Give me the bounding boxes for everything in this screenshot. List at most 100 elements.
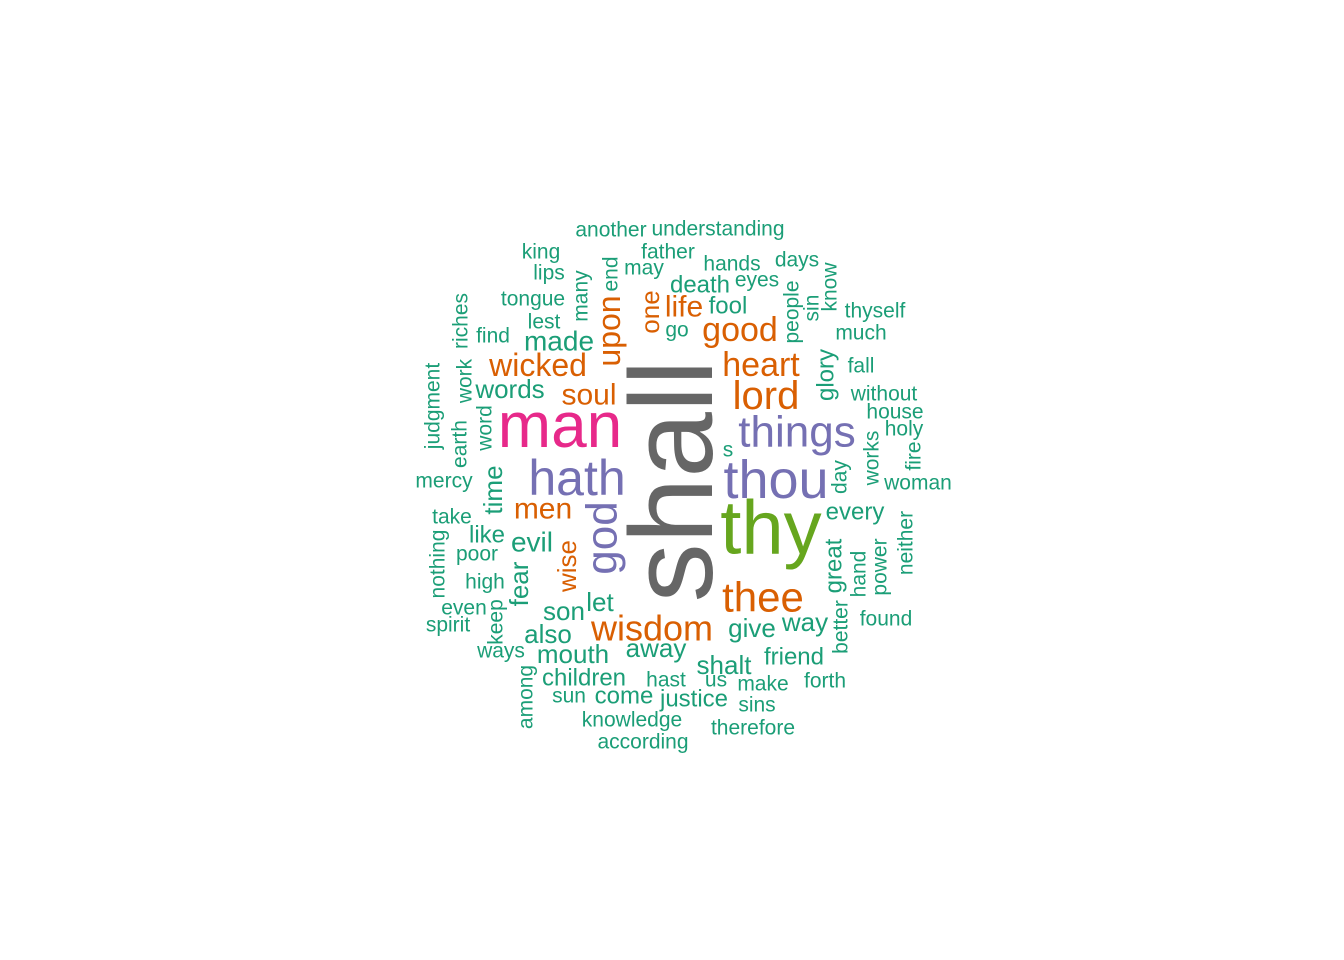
- word-wisdom: wisdom: [590, 608, 713, 649]
- word-forth: forth: [804, 670, 846, 693]
- word-hand: hand: [848, 551, 871, 598]
- word-wise: wise: [552, 540, 582, 593]
- word-word: word: [474, 405, 497, 452]
- word-work: work: [454, 358, 477, 404]
- word-take: take: [432, 506, 472, 529]
- word-riches: riches: [450, 293, 473, 349]
- word-children: children: [542, 665, 626, 692]
- word-god: god: [578, 501, 627, 574]
- word-fear: fear: [504, 561, 534, 606]
- word-come: come: [595, 683, 654, 710]
- word-way: way: [781, 607, 828, 637]
- word-much: much: [835, 322, 886, 345]
- word-thyself: thyself: [845, 300, 906, 323]
- word-every: every: [826, 499, 885, 526]
- word-heart: heart: [722, 346, 800, 384]
- word-hath: hath: [528, 450, 625, 506]
- word-thou: thou: [723, 450, 828, 510]
- word-lest: lest: [528, 311, 561, 334]
- word-soul: soul: [561, 379, 616, 412]
- word-let: let: [586, 587, 614, 617]
- word-know: know: [819, 262, 842, 312]
- word-father: father: [641, 241, 695, 264]
- word-sun: sun: [552, 685, 586, 708]
- word-one: one: [635, 290, 665, 333]
- word-men: men: [514, 493, 572, 526]
- word-words: words: [474, 374, 544, 404]
- word-great: great: [821, 538, 848, 593]
- word-fall: fall: [848, 355, 875, 378]
- word-according: according: [597, 731, 688, 754]
- word-may: may: [624, 257, 664, 280]
- word-life: life: [665, 291, 703, 324]
- word-many: many: [570, 270, 593, 322]
- word-days: days: [775, 249, 819, 272]
- word-find: find: [476, 325, 510, 348]
- word-neither: neither: [895, 511, 918, 575]
- word-fire: fire: [903, 441, 926, 470]
- word-another: another: [575, 219, 646, 242]
- word-thy: thy: [720, 486, 821, 571]
- word-shall: shall: [606, 360, 738, 603]
- word-glory: glory: [813, 349, 840, 401]
- word-good: good: [702, 311, 778, 349]
- word-mouth: mouth: [537, 639, 609, 669]
- word-better: better: [830, 600, 853, 654]
- word-mercy: mercy: [415, 470, 473, 493]
- word-also: also: [524, 619, 572, 649]
- word-among: among: [515, 665, 538, 729]
- word-even: even: [441, 597, 487, 620]
- word-lips: lips: [533, 262, 565, 285]
- word-like: like: [469, 522, 505, 549]
- word-people: people: [781, 280, 804, 343]
- word-away: away: [626, 633, 687, 663]
- word-works: works: [861, 431, 884, 487]
- word-shalt: shalt: [697, 650, 753, 680]
- word-go: go: [665, 319, 688, 342]
- word-hands: hands: [703, 253, 760, 276]
- word-fool: fool: [709, 293, 748, 320]
- word-keep: keep: [485, 599, 508, 645]
- word-thee: thee: [722, 574, 804, 621]
- word-friend: friend: [764, 644, 824, 671]
- word-high: high: [465, 571, 505, 594]
- word-therefore: therefore: [711, 717, 795, 740]
- word-ways: ways: [476, 640, 525, 663]
- word-eyes: eyes: [735, 269, 779, 292]
- word-hast: hast: [646, 669, 686, 692]
- word-power: power: [869, 538, 892, 595]
- word-s: s: [723, 439, 734, 462]
- word-end: end: [600, 256, 623, 291]
- word-day: day: [829, 460, 852, 494]
- word-wicked: wicked: [488, 347, 587, 383]
- word-woman: woman: [883, 472, 952, 495]
- word-make: make: [737, 673, 788, 696]
- word-earth: earth: [449, 420, 472, 468]
- word-son: son: [543, 596, 585, 626]
- word-judgment: judgment: [422, 363, 445, 451]
- word-poor: poor: [456, 543, 498, 566]
- word-sin: sin: [801, 295, 824, 322]
- word-spirit: spirit: [426, 614, 471, 637]
- word-upon: upon: [591, 295, 627, 366]
- word-sins: sins: [738, 694, 775, 717]
- word-things: things: [738, 408, 855, 457]
- word-evil: evil: [511, 527, 553, 558]
- word-us: us: [705, 669, 727, 692]
- word-understanding: understanding: [651, 218, 784, 241]
- word-tongue: tongue: [501, 288, 565, 311]
- word-justice: justice: [659, 686, 728, 713]
- word-death: death: [670, 272, 730, 299]
- word-holy: holy: [885, 418, 924, 441]
- word-found: found: [860, 608, 913, 631]
- word-without: without: [850, 383, 918, 406]
- word-knowledge: knowledge: [582, 709, 682, 732]
- word-lord: lord: [733, 374, 800, 418]
- word-house: house: [866, 401, 923, 424]
- word-give: give: [728, 613, 776, 643]
- word-nothing: nothing: [427, 530, 450, 599]
- word-time: time: [478, 465, 508, 514]
- word-king: king: [522, 241, 561, 264]
- word-man: man: [498, 389, 623, 461]
